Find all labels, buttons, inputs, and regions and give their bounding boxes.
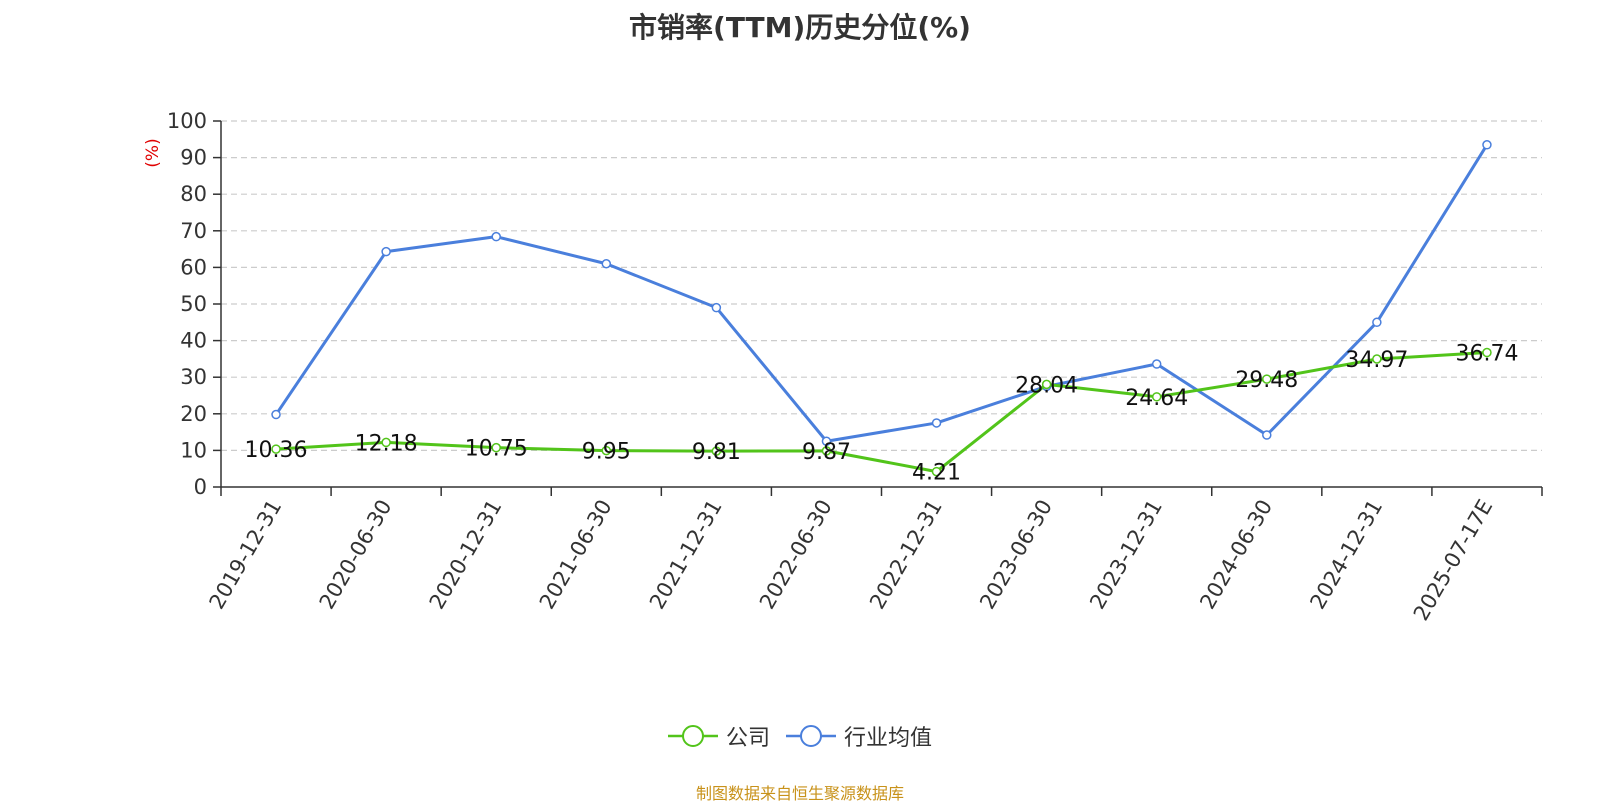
data-point [711, 446, 722, 456]
legend-line-circle-icon [786, 725, 836, 747]
x-tick-label: 2024-12-31 [1305, 496, 1387, 614]
y-tick-label: 50 [180, 292, 207, 316]
data-label: 9.95 [582, 440, 631, 465]
data-point [381, 437, 391, 448]
gridlines [221, 120, 1542, 451]
series-line [274, 143, 1489, 443]
data-label: 34.97 [1345, 348, 1408, 373]
data-point [1151, 392, 1162, 402]
data-label: 24.64 [1125, 386, 1188, 411]
y-axis-label: (%) [143, 138, 163, 167]
y-tick-label: 40 [180, 329, 207, 353]
source-footer: 制图数据来自恒生聚源数据库 [695, 784, 904, 803]
legend: 公司 行业均值 [0, 720, 1600, 752]
x-tick-label: 2025-07-17E [1409, 496, 1497, 625]
data-labels: 10.36 12.18 10.75 9.95 9.81 9.87 4.21 28.04 24.6… [245, 342, 1519, 486]
y-tick-label: 20 [180, 402, 207, 426]
data-label: 10.75 [465, 437, 528, 462]
data-label: 10.36 [245, 438, 308, 463]
legend-item-company[interactable]: 公司 [667, 720, 770, 752]
x-tick-label: 2024-06-30 [1195, 496, 1277, 614]
data-point [821, 436, 832, 446]
data-point [1482, 347, 1492, 358]
x-tick-label: 2019-12-31 [205, 496, 287, 614]
data-label: 36.74 [1455, 342, 1518, 367]
data-point [601, 445, 612, 456]
data-label: 12.18 [355, 431, 418, 456]
data-point [1151, 359, 1162, 369]
data-point [601, 258, 612, 269]
x-tick-label: 2020-06-30 [315, 496, 397, 614]
data-label: 29.48 [1235, 368, 1298, 393]
y-tick-label: 60 [180, 255, 207, 279]
chart-title: 市销率(TTM)历史分位(%) [629, 11, 971, 44]
data-label: 28.04 [1015, 373, 1078, 398]
data-point [271, 444, 281, 454]
data-point [491, 231, 501, 242]
legend-line-circle-icon [667, 725, 718, 747]
data-point [711, 302, 722, 313]
y-tick-label: 90 [180, 146, 207, 170]
x-tick-label: 2023-06-30 [975, 496, 1057, 614]
y-tick-label: 30 [180, 365, 207, 389]
data-point [1262, 374, 1272, 384]
series-line [275, 351, 1488, 474]
legend-item-industry[interactable]: 行业均值 [786, 720, 932, 752]
y-tick-label: 70 [180, 219, 207, 243]
x-tick-label: 2023-12-31 [1085, 496, 1167, 614]
legend-label-company: 公司 [725, 726, 770, 751]
y-tick-label: 80 [180, 182, 207, 206]
data-point [931, 466, 942, 477]
legend-label-industry: 行业均值 [844, 726, 933, 751]
x-tick-label: 2022-12-31 [865, 496, 947, 614]
data-point [821, 446, 832, 456]
x-tick-label: 2021-06-30 [535, 496, 617, 614]
data-point [1372, 317, 1382, 328]
data-point [931, 418, 942, 428]
x-tick-label: 2021-12-31 [645, 496, 727, 614]
data-point [1041, 379, 1052, 390]
series [271, 140, 1492, 477]
data-point [1372, 354, 1382, 364]
x-tick-label: 2022-06-30 [755, 496, 837, 614]
data-point [271, 409, 281, 420]
data-point [1262, 430, 1272, 440]
y-tick-label: 10 [180, 438, 207, 462]
data-point [1482, 140, 1492, 150]
data-point [491, 442, 501, 453]
y-tick-label: 100 [167, 109, 207, 133]
data-label: 4.21 [912, 461, 961, 486]
x-tick-label: 2020-12-31 [425, 496, 507, 614]
data-label: 9.87 [802, 440, 851, 465]
data-label: 9.81 [692, 440, 741, 465]
y-tick-label: 0 [194, 475, 207, 499]
data-point [381, 246, 391, 257]
